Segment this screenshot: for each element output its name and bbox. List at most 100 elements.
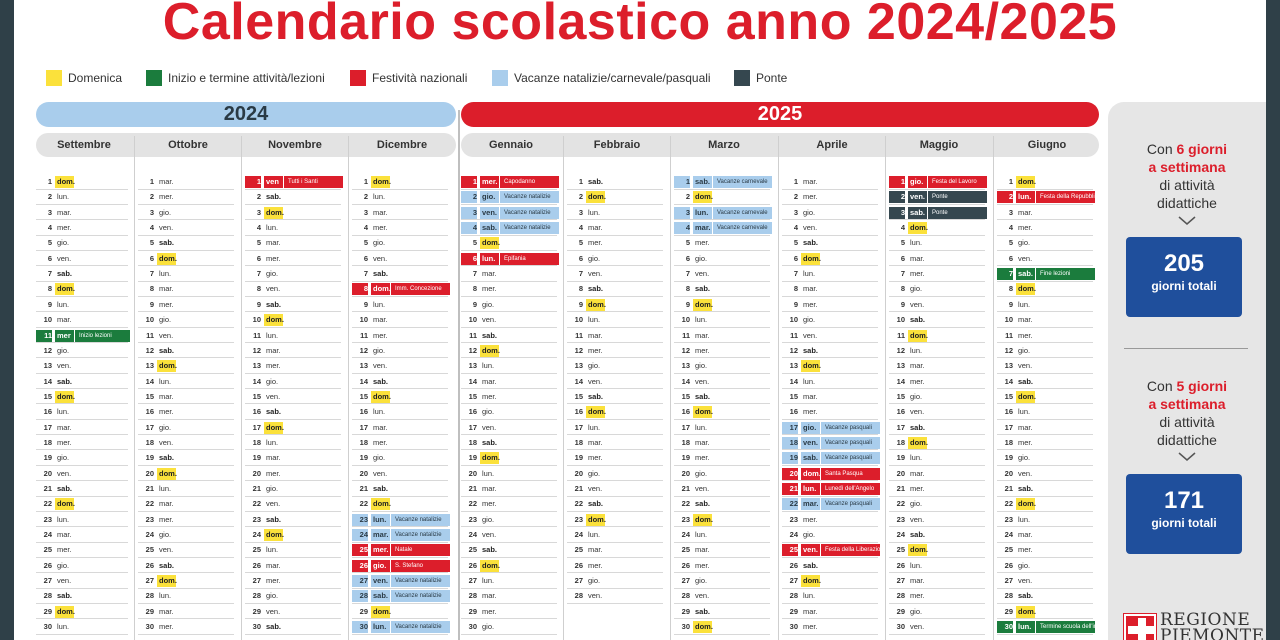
day-event-label: Vacanze natalizie xyxy=(391,575,450,588)
day-row: 5 gio. xyxy=(997,237,1097,251)
day-row: 29 mar. xyxy=(138,606,238,620)
day-number: 1 xyxy=(793,177,798,186)
day-row: 6 gio. xyxy=(674,253,774,267)
day-number: 27 xyxy=(574,576,583,586)
weekday: ven. xyxy=(588,376,603,386)
row-divider xyxy=(352,572,448,574)
day-number: 8 xyxy=(1008,284,1013,294)
day-row: 4 ven. xyxy=(782,222,882,236)
day-number: 24 xyxy=(574,530,583,540)
day-event-label: Tutti i Santi xyxy=(284,176,343,188)
day-row: 12 dom. xyxy=(461,344,561,359)
day-number: 4 xyxy=(461,222,477,235)
day-event-label: Vacanze pasquali xyxy=(821,452,880,465)
day-number: 19 xyxy=(252,453,261,463)
day-row: 27 mer. xyxy=(245,575,345,589)
day-number: 28 xyxy=(43,591,52,601)
day-row: 22 mer. xyxy=(461,498,561,512)
day-number: 10 xyxy=(468,315,477,325)
weekday: dom. xyxy=(1016,498,1036,511)
day-row: 22 mar. xyxy=(138,498,238,512)
row-divider xyxy=(352,480,448,482)
weekday: mar. xyxy=(693,222,712,235)
six-days-text: Con 6 giorni a settimana di attività did… xyxy=(1146,141,1228,211)
day-row: 8 gio. xyxy=(889,283,989,297)
day-number: 12 xyxy=(43,345,52,355)
day-number: 29 xyxy=(43,606,52,616)
row-divider xyxy=(36,418,128,420)
weekday: ven. xyxy=(371,575,390,588)
month-column: Maggio 1 gio. Festa del Lavoro 2 ven. Ponte 3 sa… xyxy=(889,139,989,640)
day-number: 22 xyxy=(145,499,154,509)
row-divider xyxy=(245,280,341,282)
row-divider xyxy=(997,480,1093,482)
row-divider xyxy=(36,403,128,405)
weekday: mer. xyxy=(1018,545,1033,555)
day-row: 1 dom. xyxy=(352,176,452,190)
day-number: 22 xyxy=(782,498,798,511)
weekday: dom. xyxy=(55,390,75,403)
day-event-label: Vacanze natalizie xyxy=(500,191,559,204)
day-row: 10 sab. xyxy=(889,314,989,328)
day-row: 11 ven. xyxy=(782,330,882,343)
weekday: sab. xyxy=(266,407,282,417)
row-divider xyxy=(889,480,985,482)
weekday: gio. xyxy=(482,299,495,309)
day-number: 5 xyxy=(149,238,154,248)
day-number: 30 xyxy=(252,622,261,632)
weekday: gio. xyxy=(159,530,172,540)
day-row: 14 sab. xyxy=(997,376,1097,390)
row-divider xyxy=(782,326,878,328)
row-divider xyxy=(352,556,448,558)
weekday: dom. xyxy=(908,222,928,235)
row-divider xyxy=(461,480,557,482)
row-divider xyxy=(674,449,770,451)
day-number: 28 xyxy=(252,591,261,601)
day-row: 30 mer. xyxy=(782,621,882,635)
day-row: 23 dom. xyxy=(567,513,667,528)
day-row: 6 ven. xyxy=(997,253,1097,267)
row-divider xyxy=(889,326,985,328)
weekday: dom. xyxy=(1016,176,1036,188)
day-row: 25 dom. xyxy=(889,544,989,558)
day-number: 30 xyxy=(997,621,1013,634)
day-number: 17 xyxy=(359,422,368,432)
weekday: mar. xyxy=(801,498,820,511)
row-divider xyxy=(674,526,770,528)
day-row: 17 sab. xyxy=(889,422,989,436)
day-row: 2 sab. xyxy=(245,191,345,205)
weekday: dom. xyxy=(55,176,75,188)
row-divider xyxy=(997,311,1093,313)
weekday: gio. xyxy=(482,407,495,417)
day-number: 12 xyxy=(574,345,583,355)
row-divider xyxy=(461,265,557,267)
day-number: 28 xyxy=(468,591,477,601)
day-number: 23 xyxy=(43,514,52,524)
day-number: 2 xyxy=(461,191,477,204)
row-divider xyxy=(889,357,985,359)
row-divider xyxy=(245,357,341,359)
weekday: mer. xyxy=(1018,437,1033,447)
row-divider xyxy=(674,495,770,497)
day-number: 3 xyxy=(256,207,261,217)
weekday: sab. xyxy=(693,176,712,188)
day-number: 11 xyxy=(682,330,690,340)
day-number: 4 xyxy=(363,223,368,233)
day-number: 25 xyxy=(1004,545,1013,555)
weekday: lun. xyxy=(1016,621,1035,634)
day-number: 20 xyxy=(145,468,154,478)
day-row: 14 ven. xyxy=(567,376,667,390)
day-row: 14 lun. xyxy=(138,376,238,390)
row-divider xyxy=(997,510,1093,512)
weekday: gio. xyxy=(1018,560,1031,570)
day-number: 26 xyxy=(252,560,261,570)
day-number: 7 xyxy=(149,269,154,279)
day-row: 30 sab. xyxy=(245,621,345,635)
weekday: sab. xyxy=(1018,591,1034,601)
day-number: 27 xyxy=(681,576,690,586)
row-divider xyxy=(352,541,448,543)
row-divider xyxy=(567,295,663,297)
weekday: dom. xyxy=(157,467,177,480)
weekday: mar. xyxy=(910,361,925,371)
day-row: 22 dom. xyxy=(997,498,1097,512)
